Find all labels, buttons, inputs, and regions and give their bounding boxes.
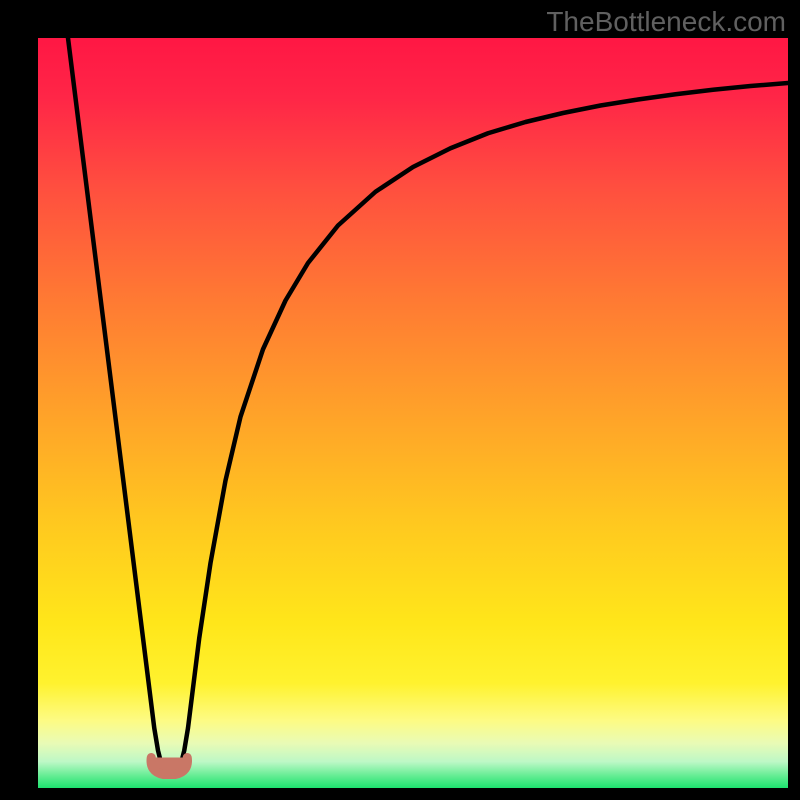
background-gradient [38, 38, 788, 788]
watermark-text: TheBottleneck.com [546, 6, 786, 38]
plot-area [38, 38, 788, 788]
chart-container: TheBottleneck.com [0, 0, 800, 800]
